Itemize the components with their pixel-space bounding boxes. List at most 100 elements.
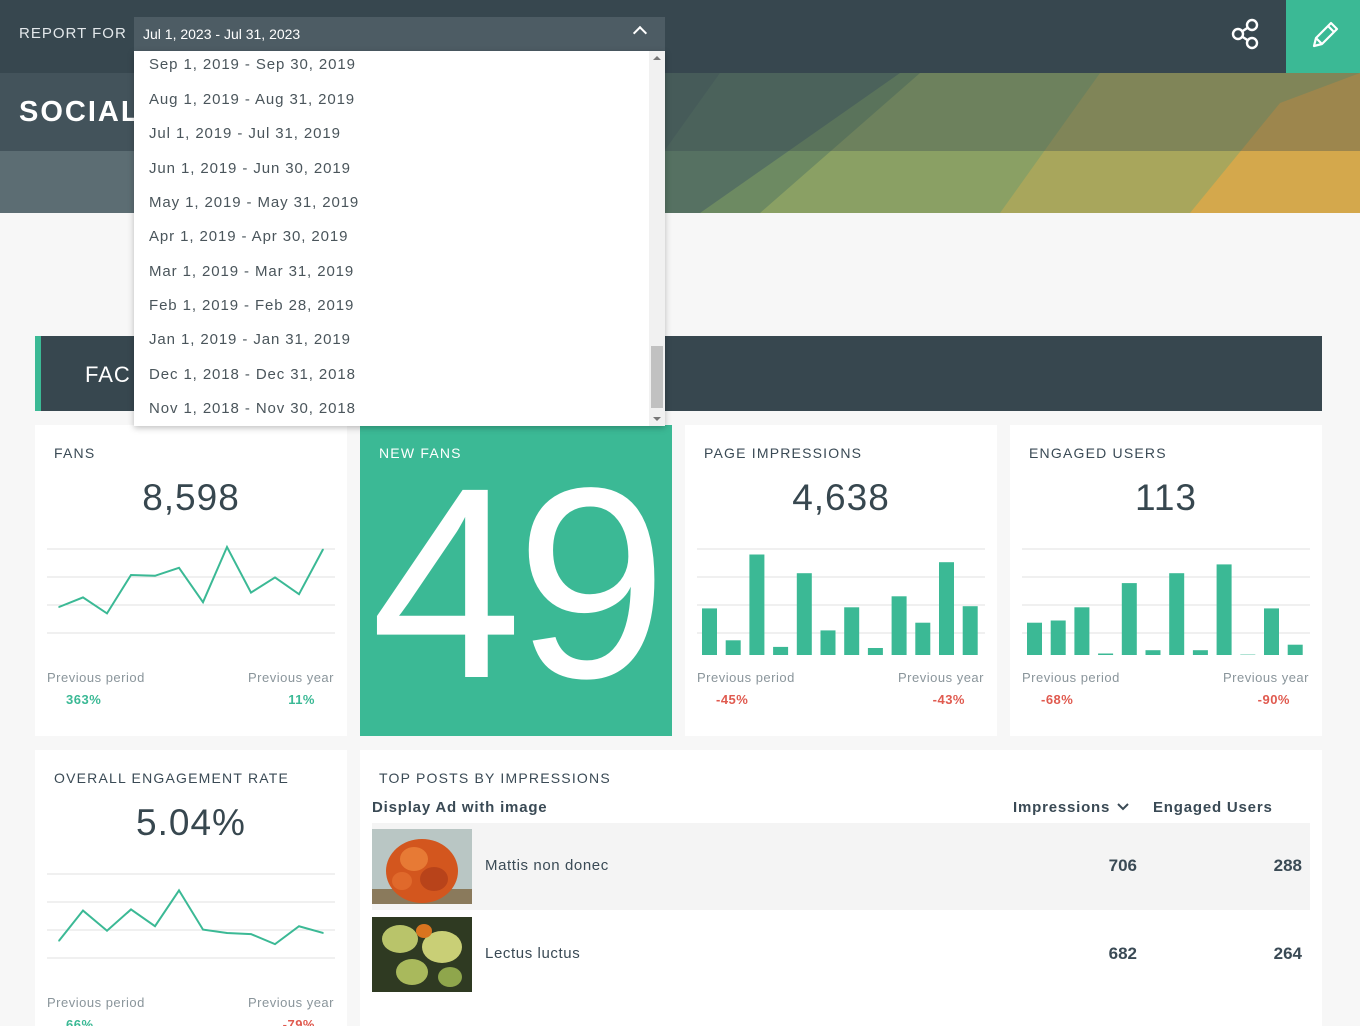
dropdown-option[interactable]: Jun 1, 2019 - Jun 30, 2019: [149, 160, 351, 177]
report-title: SOCIAL: [19, 96, 141, 128]
bar: [749, 554, 765, 655]
prev-period-value: -68%: [1041, 692, 1074, 707]
data-point: [202, 601, 204, 603]
data-point: [274, 576, 276, 579]
dropdown-option[interactable]: May 1, 2019 - May 31, 2019: [149, 194, 360, 211]
bar: [1216, 564, 1232, 655]
bar: [891, 596, 907, 655]
fans-value: 8,598: [142, 477, 240, 518]
data-point: [82, 596, 84, 599]
dropdown-option[interactable]: Apr 1, 2019 - Apr 30, 2019: [149, 228, 349, 245]
page-impressions-card: PAGE IMPRESSIONS 4,638 Previous period -…: [685, 425, 997, 736]
engaged-users-card: ENGAGED USERS 113 Previous period -68% P…: [1010, 425, 1322, 736]
data-point: [154, 925, 156, 928]
dropdown-option[interactable]: Sep 1, 2019 - Sep 30, 2019: [149, 56, 356, 73]
prev-period-value: 363%: [66, 692, 102, 707]
report-for-label: REPORT FOR: [19, 25, 127, 42]
data-point: [250, 591, 252, 594]
dropdown-option[interactable]: Nov 1, 2018 - Nov 30, 2018: [149, 400, 356, 417]
bar: [1050, 620, 1066, 655]
dropdown-scrollbar[interactable]: [649, 51, 665, 426]
data-point: [322, 932, 324, 934]
data-point: [58, 940, 60, 942]
bar: [1121, 583, 1137, 655]
prev-year-value: -90%: [1257, 692, 1290, 707]
data-point: [226, 546, 228, 548]
card-title: FANS: [54, 445, 96, 461]
column-header-engaged-users[interactable]: Engaged Users: [1153, 799, 1273, 816]
bar: [962, 606, 978, 655]
dropdown-option[interactable]: Mar 1, 2019 - Mar 31, 2019: [149, 263, 355, 280]
share-button[interactable]: [1222, 12, 1270, 60]
prev-year-value: 11%: [288, 692, 315, 707]
data-point: [106, 612, 108, 615]
engaged-users-value: 113: [1135, 477, 1197, 518]
prev-period-label: Previous period: [47, 995, 145, 1010]
dropdown-option[interactable]: Feb 1, 2019 - Feb 28, 2019: [149, 297, 355, 314]
scroll-up-arrow-icon[interactable]: [653, 56, 661, 60]
card-title: OVERALL ENGAGEMENT RATE: [54, 770, 290, 786]
share-icon: [1231, 18, 1259, 50]
post-name: Mattis non donec: [485, 857, 609, 874]
card-title: TOP POSTS BY IMPRESSIONS: [379, 770, 611, 786]
date-range-select[interactable]: Jul 1, 2023 - Jul 31, 2023: [134, 17, 665, 51]
dropdown-option[interactable]: Jul 1, 2019 - Jul 31, 2019: [149, 125, 341, 142]
engagement-rate-value: 5.04%: [136, 802, 246, 843]
edit-button[interactable]: [1286, 0, 1360, 73]
table-row[interactable]: Lectus luctus 682 264: [372, 911, 1310, 998]
post-engaged-users: 288: [1273, 856, 1302, 875]
bar: [820, 630, 836, 655]
post-thumbnail: [372, 829, 472, 904]
card-title: NEW FANS: [379, 445, 462, 461]
bar: [1074, 607, 1090, 655]
post-name: Lectus luctus: [485, 945, 581, 962]
data-point: [298, 925, 300, 928]
prev-year-label: Previous year: [1223, 670, 1309, 685]
data-point: [154, 575, 156, 577]
data-point: [226, 932, 228, 934]
prev-year-label: Previous year: [898, 670, 984, 685]
bar: [725, 640, 741, 655]
bar: [1287, 644, 1303, 655]
chevron-up-icon[interactable]: [632, 25, 648, 41]
data-point: [178, 567, 180, 569]
post-engaged-users: 264: [1273, 944, 1302, 963]
post-impressions: 682: [1108, 944, 1137, 963]
section-title: FAC: [85, 362, 131, 387]
prev-period-value: 66%: [66, 1017, 94, 1026]
data-point: [82, 909, 84, 912]
data-point: [322, 548, 324, 551]
page-impressions-value: 4,638: [792, 477, 890, 518]
data-point: [202, 928, 204, 931]
date-range-dropdown[interactable]: Sep 1, 2019 - Sep 30, 2019 Aug 1, 2019 -…: [134, 51, 665, 426]
dropdown-option[interactable]: Dec 1, 2018 - Dec 31, 2018: [149, 366, 356, 383]
data-point: [274, 943, 276, 945]
top-posts-card: TOP POSTS BY IMPRESSIONS Display Ad with…: [360, 750, 1322, 1026]
bar: [1192, 650, 1208, 655]
scrollbar-thumb[interactable]: [651, 346, 663, 408]
scroll-down-arrow-icon[interactable]: [653, 417, 661, 421]
selected-date-range: Jul 1, 2023 - Jul 31, 2023: [143, 26, 301, 42]
prev-year-label: Previous year: [248, 995, 334, 1010]
prev-year-value: -79%: [282, 1017, 315, 1026]
prev-period-label: Previous period: [47, 670, 145, 685]
bar: [702, 608, 717, 655]
data-point: [58, 606, 60, 608]
prev-year-label: Previous year: [248, 670, 334, 685]
dropdown-option[interactable]: Jan 1, 2019 - Jan 31, 2019: [149, 331, 351, 348]
engaged-users-bar-chart: [1022, 548, 1310, 655]
card-title: ENGAGED USERS: [1029, 445, 1167, 461]
column-header-impressions[interactable]: Impressions: [1013, 799, 1129, 816]
dropdown-option[interactable]: Aug 1, 2019 - Aug 31, 2019: [149, 91, 356, 108]
bar: [844, 607, 860, 655]
new-fans-card: NEW FANS 49: [360, 425, 672, 736]
prev-year-value: -43%: [932, 692, 965, 707]
data-point: [106, 929, 108, 932]
new-fans-value: 49: [370, 431, 668, 735]
data-point: [298, 593, 300, 595]
column-header-post: Display Ad with image: [372, 799, 548, 816]
table-row[interactable]: Mattis non donec 706 288: [372, 823, 1310, 910]
series-line: [58, 888, 324, 946]
fans-card: FANS 8,598 Previous period 363% Previous…: [35, 425, 347, 736]
bar: [1145, 650, 1161, 655]
